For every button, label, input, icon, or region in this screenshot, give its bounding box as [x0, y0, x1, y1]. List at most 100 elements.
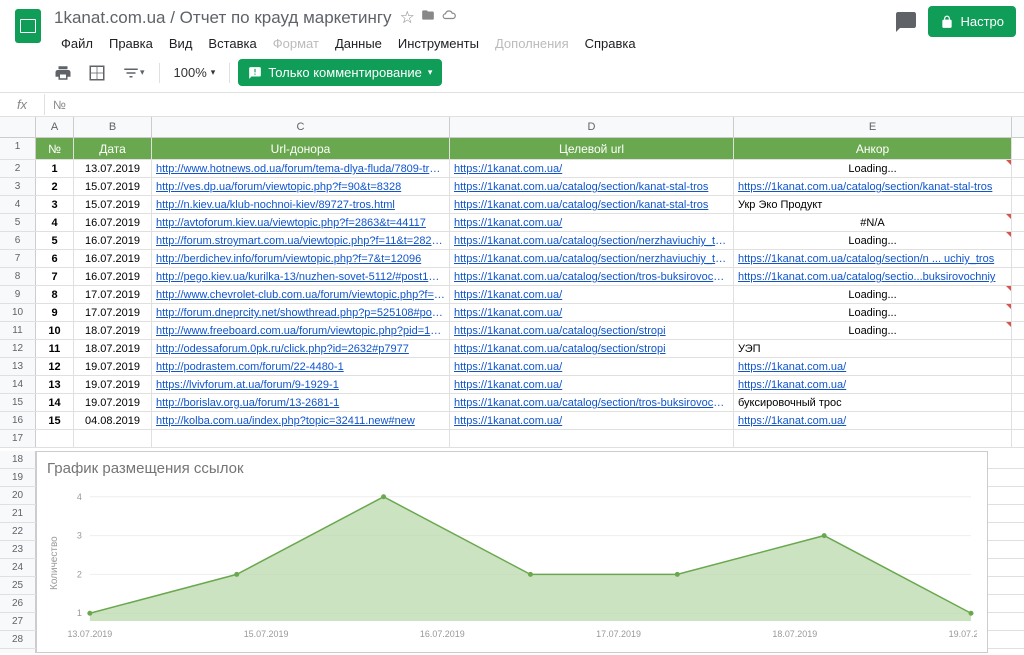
cell[interactable]: 18.07.2019 [74, 322, 152, 339]
cell[interactable]: 17.07.2019 [74, 304, 152, 321]
cell[interactable]: 16.07.2019 [74, 232, 152, 249]
share-button[interactable]: Настро [928, 6, 1016, 37]
row-header[interactable]: 2 [0, 160, 36, 177]
cell[interactable]: http://berdichev.info/forum/viewtopic.ph… [152, 250, 450, 267]
row-header[interactable]: 28 [0, 631, 36, 648]
cell[interactable]: http://forum.stroymart.com.ua/viewtopic.… [152, 232, 450, 249]
cell[interactable]: https://1kanat.com.ua/catalog/sectio...b… [734, 268, 1012, 285]
cell[interactable]: http://borislav.org.ua/forum/13-2681-1 [152, 394, 450, 411]
cell[interactable]: https://1kanat.com.ua/ [450, 160, 734, 177]
mode-comment-only[interactable]: Только комментирование ▾ [238, 59, 442, 86]
filter-icon[interactable]: ▾ [116, 60, 151, 86]
fx-input[interactable]: № [45, 95, 1024, 115]
cell[interactable]: 7 [36, 268, 74, 285]
cell[interactable]: 2 [36, 178, 74, 195]
cell[interactable]: Loading... [734, 322, 1012, 339]
row-header[interactable]: 22 [0, 523, 36, 540]
row-header[interactable]: 27 [0, 613, 36, 630]
cell[interactable]: 12 [36, 358, 74, 375]
cell[interactable]: 11 [36, 340, 74, 357]
cell[interactable]: https://1kanat.com.ua/catalog/section/n … [734, 250, 1012, 267]
cell[interactable] [450, 430, 734, 447]
sheets-logo[interactable] [8, 6, 48, 46]
menu-addons[interactable]: Дополнения [488, 32, 576, 55]
menu-help[interactable]: Справка [578, 32, 643, 55]
cell[interactable] [74, 430, 152, 447]
row-header[interactable]: 8 [0, 268, 36, 285]
cell[interactable]: http://www.hotnews.od.ua/forum/tema-dlya… [152, 160, 450, 177]
star-icon[interactable]: ☆ [400, 8, 415, 28]
cell[interactable]: https://1kanat.com.ua/catalog/section/ka… [450, 178, 734, 195]
row-header[interactable]: 4 [0, 196, 36, 213]
cell[interactable]: https://1kanat.com.ua/ [450, 214, 734, 231]
cell[interactable]: https://lvivforum.at.ua/forum/9-1929-1 [152, 376, 450, 393]
cell[interactable]: https://1kanat.com.ua/catalog/section/ne… [450, 232, 734, 249]
col-header[interactable]: C [152, 117, 450, 137]
print-icon[interactable] [48, 60, 78, 86]
row-header[interactable]: 19 [0, 469, 36, 486]
cell[interactable]: http://ves.dp.ua/forum/viewtopic.php?f=9… [152, 178, 450, 195]
cell[interactable]: https://1kanat.com.ua/ [450, 304, 734, 321]
chart-container[interactable]: График размещения ссылокКоличество123413… [36, 451, 988, 653]
cell[interactable]: https://1kanat.com.ua/ [734, 412, 1012, 429]
cell[interactable]: 15.07.2019 [74, 178, 152, 195]
cell[interactable]: 17.07.2019 [74, 286, 152, 303]
doc-title[interactable]: 1kanat.com.ua / Отчет по крауд маркетинг… [54, 8, 392, 28]
row-header[interactable]: 10 [0, 304, 36, 321]
cell[interactable]: Loading... [734, 160, 1012, 177]
row-header[interactable]: 20 [0, 487, 36, 504]
cell[interactable]: https://1kanat.com.ua/catalog/section/ne… [450, 250, 734, 267]
cell[interactable]: https://1kanat.com.ua/catalog/section/tr… [450, 268, 734, 285]
cell[interactable]: 5 [36, 232, 74, 249]
cell[interactable]: 1 [36, 160, 74, 177]
cell[interactable]: буксировочный трос [734, 394, 1012, 411]
menu-view[interactable]: Вид [162, 32, 200, 55]
menu-tools[interactable]: Инструменты [391, 32, 486, 55]
row-header[interactable]: 1 [0, 138, 36, 159]
row-header[interactable]: 13 [0, 358, 36, 375]
col-header[interactable]: D [450, 117, 734, 137]
spreadsheet-grid[interactable]: A B C D E 1№ДатаUrl-донораЦелевой urlАнк… [0, 117, 1024, 653]
cell[interactable]: 10 [36, 322, 74, 339]
cell[interactable]: 19.07.2019 [74, 376, 152, 393]
cell[interactable]: 19.07.2019 [74, 358, 152, 375]
table-header[interactable]: Дата [74, 138, 152, 159]
cell[interactable]: https://1kanat.com.ua/catalog/section/st… [450, 340, 734, 357]
cell[interactable]: https://1kanat.com.ua/catalog/section/st… [450, 322, 734, 339]
cell[interactable] [152, 430, 450, 447]
row-header[interactable]: 25 [0, 577, 36, 594]
table-header[interactable]: Анкор [734, 138, 1012, 159]
cell[interactable]: 16.07.2019 [74, 250, 152, 267]
row-header[interactable]: 23 [0, 541, 36, 558]
table-header[interactable]: № [36, 138, 74, 159]
cell[interactable]: 4 [36, 214, 74, 231]
row-header[interactable]: 12 [0, 340, 36, 357]
move-icon[interactable] [421, 8, 435, 28]
row-header[interactable]: 24 [0, 559, 36, 576]
cell[interactable]: 16.07.2019 [74, 214, 152, 231]
row-header[interactable]: 17 [0, 430, 36, 447]
cell[interactable]: 15.07.2019 [74, 196, 152, 213]
cell[interactable]: http://forum.dneprcity.net/showthread.ph… [152, 304, 450, 321]
cell[interactable]: Укр Эко Продукт [734, 196, 1012, 213]
cell[interactable]: 6 [36, 250, 74, 267]
cell[interactable]: https://1kanat.com.ua/ [450, 358, 734, 375]
cell[interactable]: УЭП [734, 340, 1012, 357]
cell[interactable]: 8 [36, 286, 74, 303]
table-header[interactable]: Url-донора [152, 138, 450, 159]
row-header[interactable]: 9 [0, 286, 36, 303]
cell[interactable]: 13 [36, 376, 74, 393]
cell[interactable]: http://pego.kiev.ua/kurilka-13/nuzhen-so… [152, 268, 450, 285]
row-header[interactable]: 6 [0, 232, 36, 249]
cell[interactable]: 15 [36, 412, 74, 429]
cell[interactable]: Loading... [734, 232, 1012, 249]
col-header[interactable]: B [74, 117, 152, 137]
row-header[interactable]: 11 [0, 322, 36, 339]
cell[interactable]: http://www.chevrolet-club.com.ua/forum/v… [152, 286, 450, 303]
cell[interactable]: Loading... [734, 304, 1012, 321]
cell[interactable]: 9 [36, 304, 74, 321]
cell[interactable]: https://1kanat.com.ua/ [450, 412, 734, 429]
table-header[interactable]: Целевой url [450, 138, 734, 159]
zoom-selector[interactable]: 100% ▾ [168, 61, 222, 84]
cell[interactable]: http://odessaforum.0pk.ru/click.php?id=2… [152, 340, 450, 357]
